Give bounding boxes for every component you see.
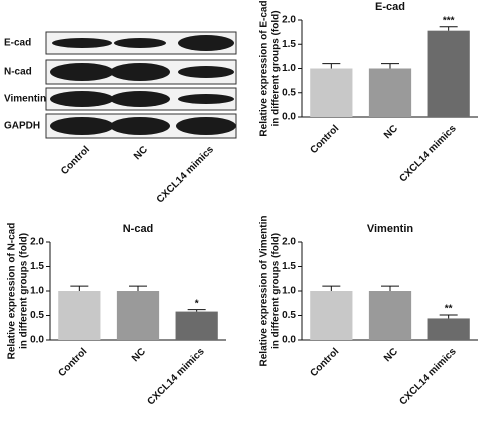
blot-lane-label: NC <box>132 144 150 162</box>
y-axis-label: in different groups (fold) <box>19 233 30 349</box>
significance-label: * <box>195 298 199 309</box>
bar <box>310 291 353 340</box>
y-tick-label: 0.5 <box>282 87 296 98</box>
y-tick-label: 1.0 <box>282 286 296 297</box>
y-axis-label: Relative expression of Vimentin <box>259 216 270 367</box>
error-bar <box>322 63 341 69</box>
blot-lane-label: CXCL14 mimics <box>155 144 217 206</box>
y-tick-label: 0.5 <box>282 310 296 321</box>
bar-chart: N-cad Relative expression of N-cad in diff… <box>7 223 226 408</box>
error-bar <box>70 285 89 291</box>
y-tick-label: 1.5 <box>30 261 44 272</box>
error-bar <box>381 285 399 291</box>
bar-chart: E-cad Relative expression of E-cad in diff… <box>259 0 478 184</box>
bar <box>116 291 160 340</box>
x-tick-label: Control <box>56 346 89 379</box>
x-tick-label: Control <box>308 123 341 156</box>
y-axis-label: in different groups (fold) <box>271 233 282 349</box>
band <box>178 66 234 78</box>
x-tick-label: NC <box>130 346 148 364</box>
blot-row-label: Vimentin <box>4 94 46 105</box>
y-tick-label: 1.0 <box>30 286 44 297</box>
chart-title: E-cad <box>375 1 405 13</box>
x-tick-label: CXCL14 mimics <box>397 346 459 408</box>
x-tick-label: CXCL14 mimics <box>397 123 459 185</box>
band <box>50 63 114 81</box>
bar <box>368 291 412 340</box>
y-tick-label: 0.0 <box>30 335 44 346</box>
band <box>110 91 170 107</box>
bar <box>427 318 470 340</box>
band <box>110 117 170 135</box>
bar <box>58 291 101 340</box>
y-axis-label: Relative expression of E-cad <box>259 0 270 136</box>
y-tick-label: 2.0 <box>30 237 44 248</box>
x-tick-label: Control <box>308 346 341 379</box>
significance-label: *** <box>443 15 455 26</box>
error-bar <box>322 285 341 291</box>
band <box>110 63 170 81</box>
error-bar <box>439 314 458 319</box>
blot-row-label: N-cad <box>4 67 32 78</box>
y-axis-label: in different groups (fold) <box>271 10 282 126</box>
y-tick-label: 2.0 <box>282 237 296 248</box>
blot-row-label: E-cad <box>4 38 31 49</box>
y-axis-label: Relative expression of N-cad <box>7 223 18 360</box>
blot-lane-label: Control <box>59 144 92 177</box>
y-tick-label: 0.0 <box>282 335 296 346</box>
blot-row-label: GAPDH <box>4 121 40 132</box>
x-tick-label: CXCL14 mimics <box>145 346 207 408</box>
bar <box>427 30 470 118</box>
y-tick-label: 1.0 <box>282 63 296 74</box>
y-tick-label: 2.0 <box>282 15 296 26</box>
band <box>50 117 114 135</box>
chart-title: Vimentin <box>367 223 414 235</box>
x-tick-label: NC <box>382 346 400 364</box>
western-blot: E-cad N-cad Vimentin GAPDH Control NC CX… <box>4 31 237 206</box>
bar <box>175 311 218 340</box>
error-bar <box>381 63 399 69</box>
bar <box>368 68 412 117</box>
band <box>50 91 114 107</box>
significance-label: ** <box>445 304 453 315</box>
y-tick-label: 0.0 <box>282 112 296 123</box>
band <box>114 38 166 48</box>
bar-chart: Vimentin Relative expression of Vimentin i… <box>259 216 478 408</box>
y-tick-label: 1.5 <box>282 261 296 272</box>
chart-title: N-cad <box>123 223 154 235</box>
error-bar <box>439 26 458 31</box>
error-bar <box>129 285 147 291</box>
error-bar <box>187 309 206 312</box>
band <box>176 117 236 135</box>
band <box>52 38 112 48</box>
band <box>178 94 234 104</box>
blot-bands <box>50 35 236 135</box>
bar <box>310 68 353 117</box>
band <box>178 35 234 51</box>
y-tick-label: 0.5 <box>30 310 44 321</box>
y-tick-label: 1.5 <box>282 39 296 50</box>
x-tick-label: NC <box>382 123 400 141</box>
